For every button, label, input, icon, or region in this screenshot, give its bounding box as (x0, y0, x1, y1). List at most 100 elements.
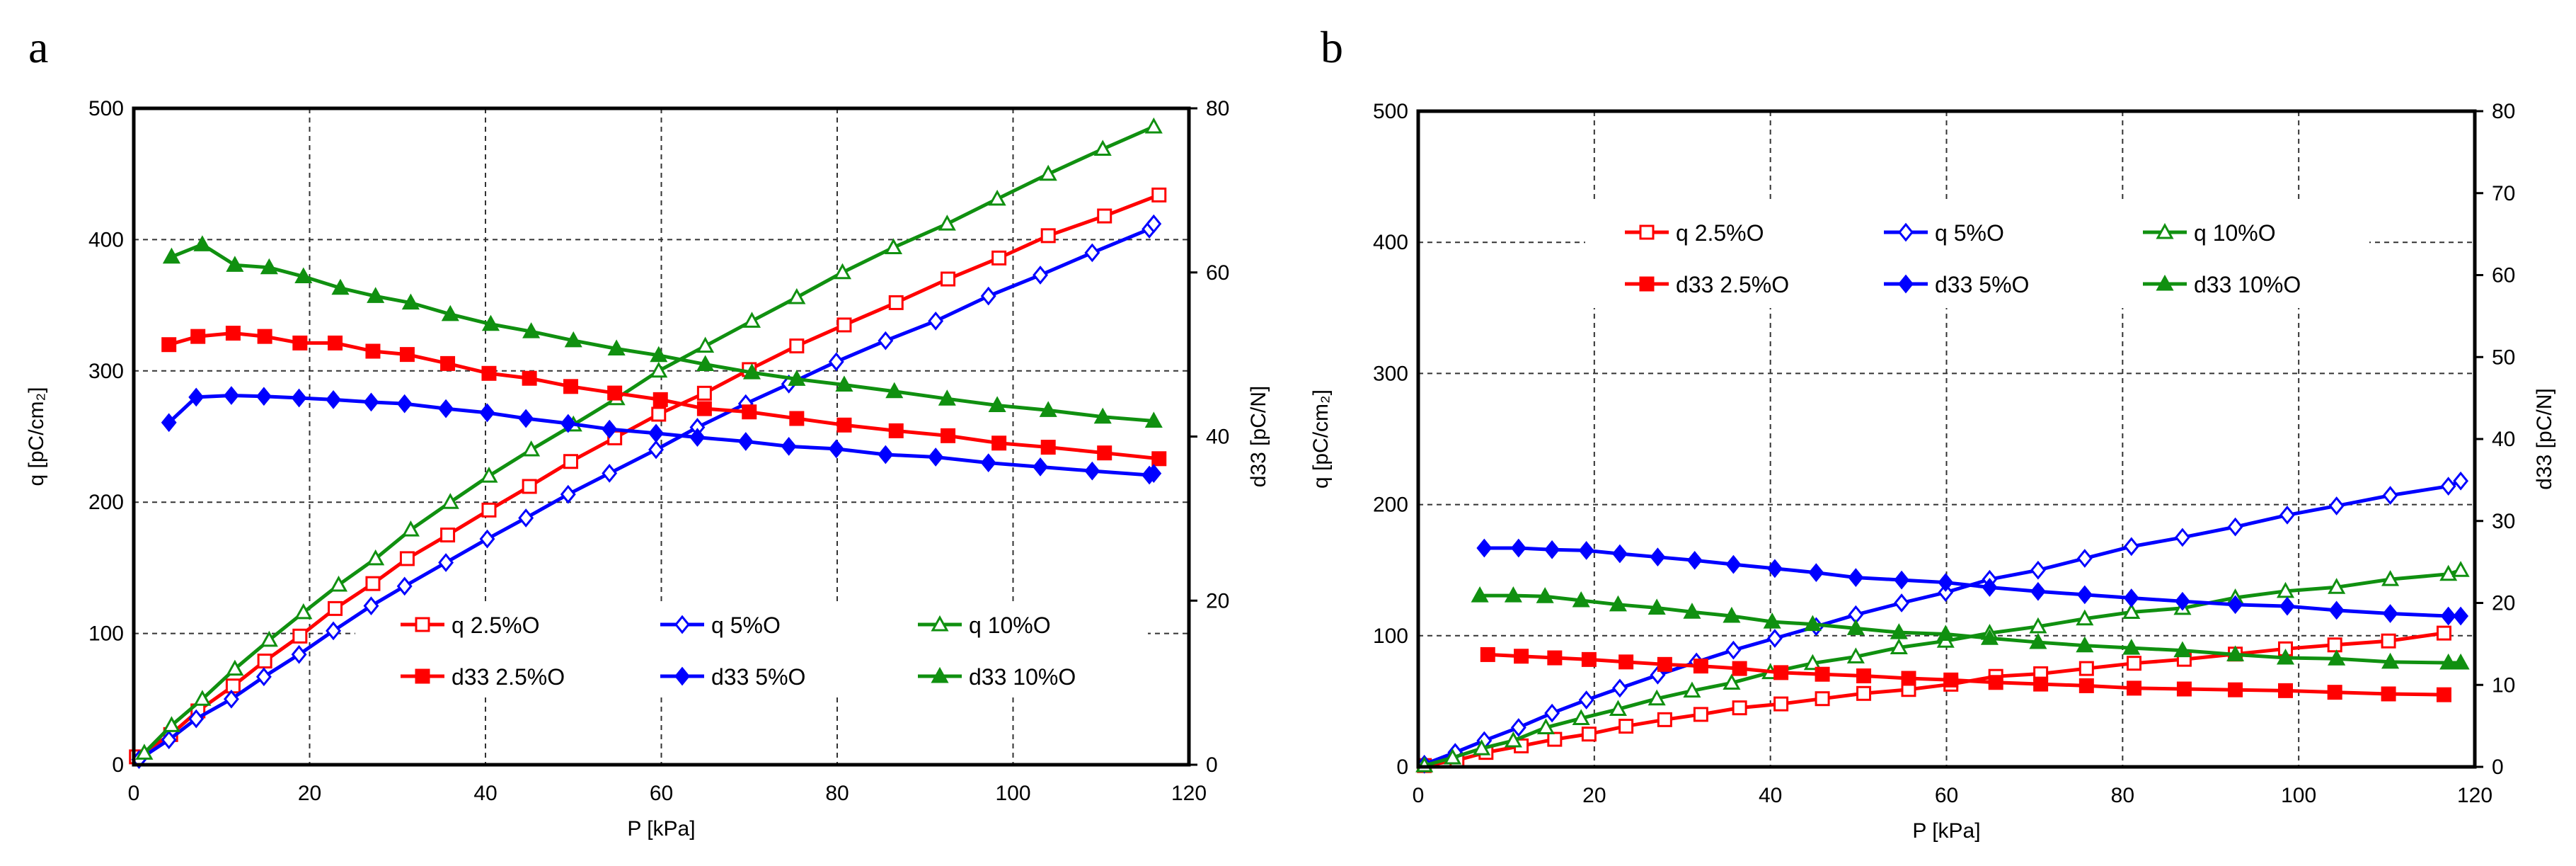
x-tick-label: 60 (1935, 784, 1958, 807)
data-point (225, 678, 241, 694)
series-d33-2-5-o (161, 325, 1167, 467)
data-point (1683, 681, 1701, 698)
data-point (835, 375, 853, 392)
data-point (2381, 686, 2396, 702)
data-point (1473, 739, 1491, 756)
data-point (294, 603, 313, 620)
data-point (1514, 649, 1529, 664)
data-point (1093, 407, 1112, 424)
series-q-5-o (1416, 471, 2469, 774)
legend-marker (674, 666, 690, 686)
data-point (602, 464, 618, 483)
x-axis-label: P [kPa] (627, 817, 695, 841)
y2-tick-label: 50 (2492, 346, 2515, 369)
data-point (1650, 547, 1666, 567)
data-point (1618, 719, 1634, 734)
data-point (1982, 578, 1998, 597)
data-point (1146, 464, 1162, 484)
data-point (602, 419, 618, 439)
data-point (833, 263, 852, 280)
legend-marker (415, 617, 430, 632)
data-point (1686, 550, 1703, 570)
y2-tick-label: 80 (2492, 100, 2515, 123)
data-point (2122, 603, 2141, 619)
series-line (1424, 568, 2461, 768)
series-d33-10-o (1471, 586, 2470, 670)
data-point (1683, 603, 1701, 619)
chart-b: b0 20 40 60 80 100 120010020030040050001020304… (1309, 22, 2556, 843)
y-tick-label: 0 (1396, 756, 1408, 779)
legend-marker (1898, 222, 1914, 242)
data-point (888, 295, 904, 310)
data-point (2173, 641, 2192, 658)
x-axis-label: P [kPa] (1912, 819, 1980, 843)
y-tick-label: 200 (1373, 494, 1408, 517)
legend-entry: q 5%O (660, 613, 781, 638)
data-point (652, 392, 668, 407)
legend-label: d33 5%O (1935, 272, 2029, 297)
y2-tick-label: 70 (2492, 182, 2515, 205)
legend-entry: q 5%O (1884, 220, 2004, 246)
data-point (1648, 598, 1666, 615)
data-point (363, 596, 379, 616)
data-point (291, 388, 307, 408)
data-point (1901, 671, 1916, 686)
y-tick-label: 0 (112, 753, 124, 777)
data-point (1581, 651, 1597, 667)
data-point (440, 355, 456, 371)
data-point (938, 389, 956, 406)
data-point (941, 271, 956, 287)
data-point (367, 549, 385, 566)
data-point (828, 439, 844, 459)
data-point (1084, 243, 1100, 263)
data-point (1611, 544, 1628, 564)
legend-label: q 10%O (2194, 220, 2276, 246)
x-tick-label: 0 (128, 782, 140, 805)
data-point (2076, 609, 2094, 626)
data-point (1544, 540, 1560, 559)
data-point (1725, 554, 1742, 574)
data-point (481, 365, 497, 381)
data-point (651, 406, 667, 422)
panel-label: b (1321, 22, 1343, 72)
data-point (928, 311, 944, 331)
data-point (1476, 538, 1493, 558)
data-point (938, 215, 956, 231)
legend-entry: q 10%O (918, 613, 1051, 638)
y2-tick-label: 20 (1206, 589, 1229, 613)
y-tick-label: 200 (88, 491, 124, 514)
data-point (2127, 656, 2142, 671)
x-tick-label: 60 (650, 782, 673, 805)
legend-label: q 2.5%O (452, 613, 540, 638)
data-point (481, 502, 497, 518)
legend-label: q 5%O (1935, 220, 2004, 246)
x-tick-label: 40 (1759, 784, 1782, 807)
data-point (365, 343, 381, 359)
data-point (365, 576, 381, 591)
data-point (1815, 691, 1830, 707)
data-point (1609, 595, 1627, 612)
data-point (696, 336, 715, 353)
data-point (1936, 625, 1955, 641)
legend-entry: d33 10%O (2143, 272, 2301, 297)
y-tick-label: 100 (88, 622, 124, 646)
data-point (1572, 591, 1590, 608)
data-point (884, 238, 903, 255)
data-point (1943, 672, 1959, 688)
series-line (171, 242, 1154, 423)
data-point (2033, 676, 2049, 692)
data-point (292, 335, 308, 351)
data-point (331, 278, 350, 295)
data-point (193, 235, 212, 251)
data-point (522, 370, 537, 386)
data-point (2227, 517, 2243, 537)
series-d33-2-5-o (1480, 646, 2451, 702)
data-point (2226, 645, 2245, 661)
data-point (1894, 593, 1909, 613)
data-point (1846, 647, 1865, 663)
data-point (226, 256, 244, 272)
series-d33-10-o (162, 235, 1163, 428)
data-point (1084, 461, 1100, 481)
data-point (1040, 440, 1056, 455)
